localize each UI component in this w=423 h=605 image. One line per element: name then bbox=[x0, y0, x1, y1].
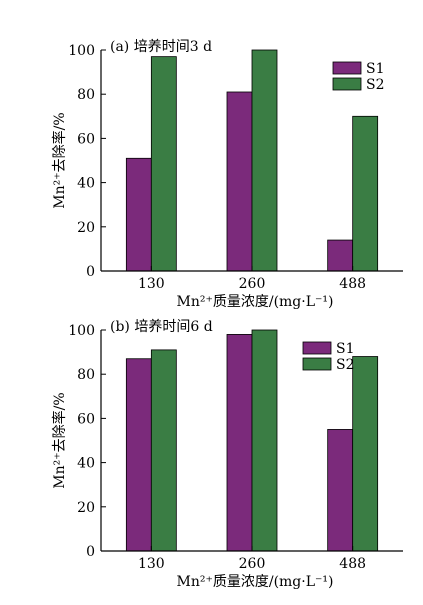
y-tick-label: 80 bbox=[77, 367, 95, 383]
y-tick-label: 20 bbox=[77, 500, 95, 516]
legend-label-S2: S2 bbox=[366, 77, 385, 93]
y-tick-label: 40 bbox=[77, 176, 95, 192]
x-tick-label: 488 bbox=[339, 276, 366, 292]
bar-S1-130 bbox=[125, 157, 152, 272]
chart-panel-1: 0 20 40 60 80 100 130 260 488 (a) 培养时间3 d Mn²⁺质量浓度… bbox=[51, 39, 403, 310]
bar-S1-260 bbox=[226, 91, 253, 272]
y-tick-label: 60 bbox=[77, 131, 95, 147]
legend-label-S2: S2 bbox=[336, 357, 355, 373]
y-tick-label: 0 bbox=[86, 544, 95, 560]
x-axis-label: Mn²⁺质量浓度/(mg·L⁻¹) bbox=[177, 294, 334, 310]
x-axis-label: Mn²⁺质量浓度/(mg·L⁻¹) bbox=[177, 574, 334, 590]
bar-S1-488 bbox=[327, 239, 354, 272]
y-axis-label: Mn²⁺去除率/% bbox=[51, 112, 68, 208]
x-tick-label: 260 bbox=[239, 556, 266, 572]
x-tick-label: 130 bbox=[138, 276, 165, 292]
x-tick-label: 488 bbox=[339, 556, 366, 572]
y-tick-label: 80 bbox=[77, 87, 95, 103]
bar-S2-488 bbox=[352, 115, 379, 272]
bar-S1-488 bbox=[327, 429, 354, 552]
y-tick-label: 20 bbox=[77, 220, 95, 236]
panel-title: (a) 培养时间3 d bbox=[110, 39, 212, 55]
legend-swatch-S2 bbox=[332, 77, 362, 91]
x-tick-label: 260 bbox=[239, 276, 266, 292]
legend-swatch-S2 bbox=[302, 357, 332, 371]
legend-label-S1: S1 bbox=[336, 341, 355, 357]
bar-S2-260 bbox=[251, 49, 278, 272]
legend-swatch-S1 bbox=[332, 61, 362, 75]
y-axis-label: Mn²⁺去除率/% bbox=[51, 392, 68, 488]
y-tick-label: 60 bbox=[77, 411, 95, 427]
legend-swatch-S1 bbox=[302, 341, 332, 355]
y-tick-label: 100 bbox=[68, 323, 95, 339]
x-tick-label: 130 bbox=[138, 556, 165, 572]
bar-S1-260 bbox=[226, 334, 253, 552]
bar-S2-260 bbox=[251, 329, 278, 552]
y-tick-label: 40 bbox=[77, 456, 95, 472]
chart-panel-2: 0 20 40 60 80 100 130 260 488 (b) 培养时间6 d Mn²⁺质量浓度… bbox=[51, 319, 403, 590]
y-tick-label: 0 bbox=[86, 264, 95, 280]
bar-S2-130 bbox=[150, 349, 177, 552]
bar-S1-130 bbox=[125, 358, 152, 552]
bar-S2-488 bbox=[352, 356, 379, 552]
bar-S2-130 bbox=[150, 56, 177, 272]
legend-label-S1: S1 bbox=[366, 61, 385, 77]
panel-title: (b) 培养时间6 d bbox=[110, 319, 213, 335]
y-tick-label: 100 bbox=[68, 43, 95, 59]
